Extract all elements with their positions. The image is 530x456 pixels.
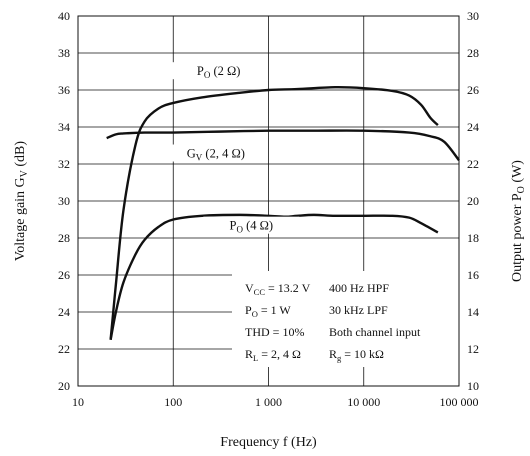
y-left-tick-label: 30 (58, 194, 70, 208)
y-right-tick-label: 14 (467, 305, 479, 319)
y-right-tick-label: 12 (467, 342, 479, 356)
y-right-tick-label: 30 (467, 9, 479, 23)
y-right-tick-label: 16 (467, 268, 479, 282)
series-curves (106, 85, 460, 340)
y-left-tick-label: 26 (58, 268, 70, 282)
y-right-axis-title: Output power PO (W) (510, 160, 527, 282)
x-tick-label: 1 000 (255, 395, 282, 409)
series-line-0 (109, 85, 439, 340)
condition-line-right: 400 Hz HPF (329, 281, 389, 295)
y-right-tick-label: 28 (467, 46, 479, 60)
y-left-tick-label: 28 (58, 231, 70, 245)
y-left-axis-title: Voltage gain GV (dB) (13, 141, 30, 261)
condition-line: PO = 1 W (245, 303, 291, 319)
series-line-2 (109, 213, 439, 340)
x-tick-label: 10 000 (347, 395, 380, 409)
x-axis-title: Frequency f (Hz) (220, 435, 317, 450)
series-line-1 (106, 129, 460, 162)
curve-label-backdrop (167, 144, 264, 162)
curve-label-backdrop (170, 62, 267, 80)
curve-label: PO (2 Ω) (197, 64, 241, 80)
x-tick-label: 100 000 (440, 395, 479, 409)
y-left-tick-label: 20 (58, 379, 70, 393)
condition-line: RL = 2, 4 Ω (245, 347, 301, 363)
curve-label: GV (2, 4 Ω) (187, 147, 245, 163)
condition-line-right: Rg = 10 kΩ (329, 347, 384, 363)
y-right-tick-label: 22 (467, 157, 479, 171)
y-right-tick-label: 26 (467, 83, 479, 97)
condition-line-right: Both channel input (329, 325, 421, 339)
conditions-box: VCC = 13.2 V PO = 1 W THD = 10% RL = 2, 4 Ω… (232, 271, 459, 367)
condition-line: THD = 10% (245, 325, 304, 339)
curve-label: PO (4 Ω) (230, 219, 274, 235)
conditions-backdrop (232, 271, 459, 367)
y-right-tick-label: 24 (467, 120, 479, 134)
condition-line: VCC = 13.2 V (245, 281, 311, 297)
x-tick-label: 10 (72, 395, 84, 409)
condition-line-right: 30 kHz LPF (329, 303, 388, 317)
y-left-tick-label: 38 (58, 46, 70, 60)
y-left-tick-label: 40 (58, 9, 70, 23)
y-right-tick-label: 20 (467, 194, 479, 208)
plot-frame (77, 15, 460, 387)
x-tick-label: 100 (164, 395, 182, 409)
curve-label-backdrop (203, 216, 300, 234)
y-right-tick-label: 18 (467, 231, 479, 245)
y-right-tick-label: 10 (467, 379, 479, 393)
y-left-tick-label: 36 (58, 83, 70, 97)
y-left-tick-label: 24 (58, 305, 70, 319)
y-left-tick-label: 32 (58, 157, 70, 171)
y-left-tick-label: 22 (58, 342, 70, 356)
y-left-tick-label: 34 (58, 120, 70, 134)
